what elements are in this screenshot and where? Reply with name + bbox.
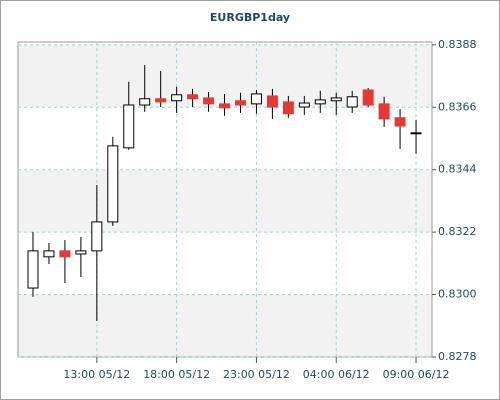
candle-body bbox=[219, 103, 231, 109]
candle-body bbox=[282, 101, 294, 115]
candle-body bbox=[43, 250, 55, 258]
candle-body bbox=[203, 97, 215, 105]
candle-body bbox=[27, 250, 39, 289]
candle-body bbox=[266, 95, 278, 108]
candle-body bbox=[107, 145, 119, 223]
x-tick-label: 04:00 06/12 bbox=[303, 368, 370, 381]
y-tick-label: 0.8366 bbox=[438, 100, 477, 113]
candle-body bbox=[171, 94, 183, 102]
candle-body bbox=[234, 100, 246, 106]
candle-body bbox=[187, 94, 199, 100]
y-tick-label: 0.8344 bbox=[438, 163, 477, 176]
candle-body bbox=[91, 221, 103, 252]
candle-body bbox=[362, 89, 374, 106]
x-tick-label: 09:00 06/12 bbox=[383, 368, 450, 381]
y-tick-label: 0.8388 bbox=[438, 38, 477, 51]
candle-body bbox=[250, 93, 262, 105]
candle-body bbox=[378, 103, 390, 120]
candle-body bbox=[298, 102, 310, 108]
candle-body bbox=[123, 104, 135, 149]
candle-body bbox=[75, 250, 87, 255]
candle-body bbox=[155, 98, 167, 103]
x-tick-label: 18:00 05/12 bbox=[143, 368, 210, 381]
x-tick-label: 13:00 05/12 bbox=[63, 368, 130, 381]
candle-body bbox=[410, 132, 422, 135]
y-tick-label: 0.8322 bbox=[438, 225, 477, 238]
candle-body bbox=[314, 99, 326, 105]
y-tick-label: 0.8300 bbox=[438, 288, 477, 301]
x-tick-label: 23:00 05/12 bbox=[223, 368, 290, 381]
y-tick-label: 0.8278 bbox=[438, 350, 477, 363]
candle-body bbox=[346, 96, 358, 108]
candle-body bbox=[330, 97, 342, 102]
candle-body bbox=[59, 250, 71, 258]
candle-body bbox=[139, 98, 151, 106]
band bbox=[18, 294, 432, 357]
band bbox=[18, 169, 432, 233]
candle-body bbox=[394, 117, 406, 127]
chart-title: EURGBP1day bbox=[210, 11, 290, 24]
